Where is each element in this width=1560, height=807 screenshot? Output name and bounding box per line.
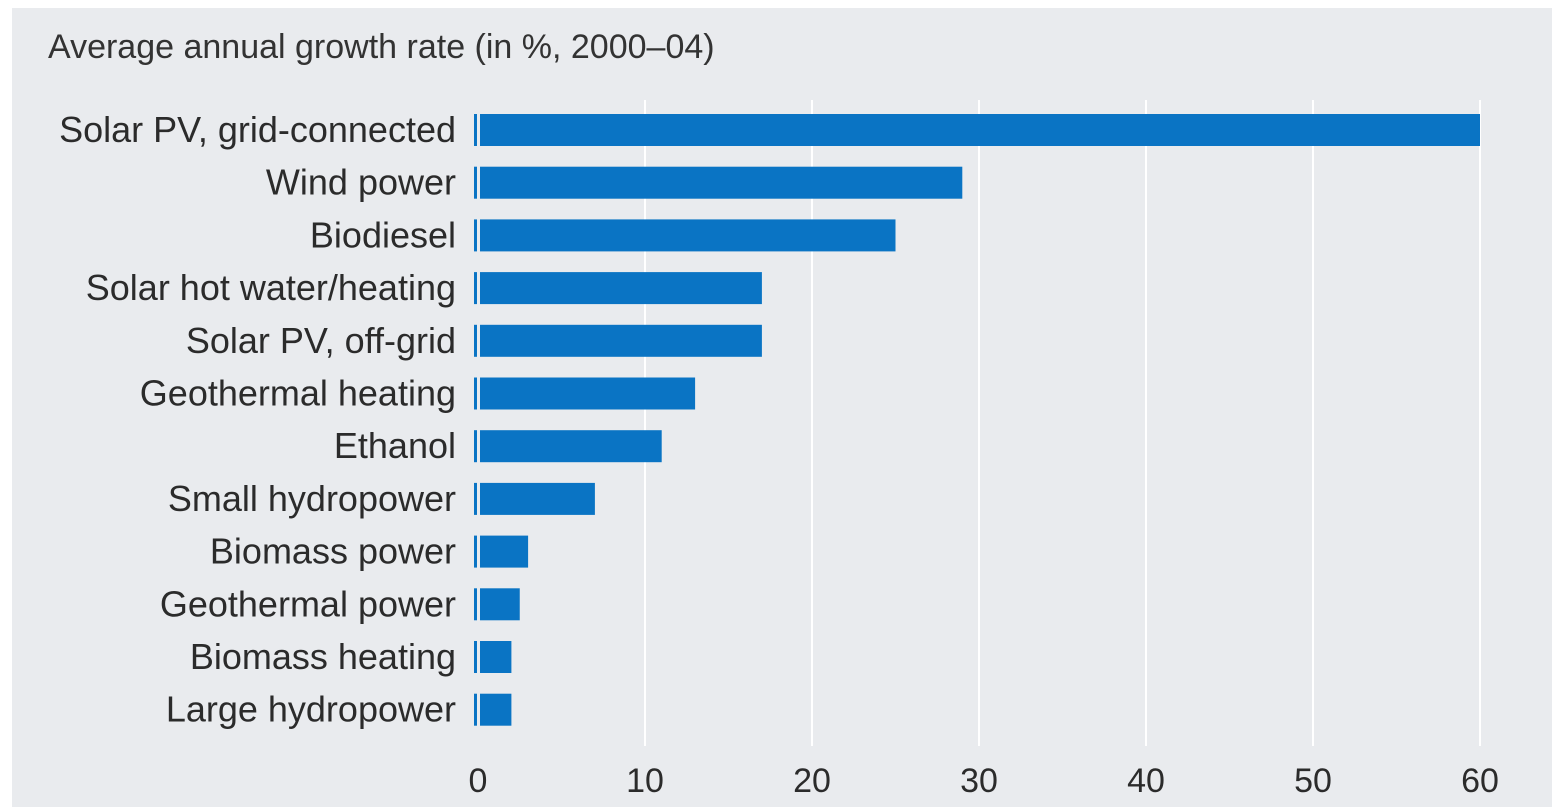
bar-base-tick [474, 272, 477, 305]
tick-label-10: 10 [626, 762, 664, 800]
tick-label-30: 30 [960, 762, 998, 800]
bar-biomass-heating [480, 641, 512, 673]
bar-large-hydropower [480, 693, 512, 726]
category-label: Biomass power [210, 531, 456, 572]
category-label: Biomass heating [190, 636, 456, 677]
tick-labels: 0 10 20 30 40 50 60 [469, 762, 1499, 800]
bars [480, 114, 1480, 726]
chart-title: Average annual growth rate (in %, 2000–0… [48, 28, 715, 66]
bar-base-tick [474, 377, 477, 410]
tick-label-0: 0 [469, 762, 488, 800]
bar-base-tick [474, 324, 477, 357]
category-label: Solar PV, grid-connected [59, 109, 456, 150]
bar-biomass-power [480, 535, 529, 568]
bar-base-tick [474, 588, 477, 621]
bar-geothermal-power [480, 588, 520, 621]
bar-solar-pv-grid-connected [480, 114, 1480, 146]
category-label: Large hydropower [166, 689, 456, 730]
bar-biodiesel [480, 219, 896, 252]
category-labels: Solar PV, grid-connected Wind power Biodie… [59, 109, 456, 730]
bar-base-tick [474, 430, 477, 463]
category-label: Solar PV, off-grid [186, 320, 456, 361]
category-label: Biodiesel [310, 214, 456, 255]
bar-solar-pv-off-grid [480, 324, 762, 357]
bar-small-hydropower [480, 482, 595, 515]
value-axis [474, 114, 477, 726]
bar-base-tick [474, 535, 477, 568]
category-label: Geothermal power [160, 583, 456, 624]
tick-label-50: 50 [1294, 762, 1332, 800]
category-label: Ethanol [334, 425, 456, 466]
tick-label-40: 40 [1127, 762, 1165, 800]
bar-ethanol [480, 430, 662, 463]
tick-label-20: 20 [793, 762, 831, 800]
tick-label-60: 60 [1461, 762, 1499, 800]
category-label: Wind power [266, 162, 456, 203]
bar-base-tick [474, 166, 477, 199]
bar-wind-power [480, 166, 963, 199]
bar-solar-hot-water-heating [480, 272, 762, 305]
bar-base-tick [474, 219, 477, 252]
bar-base-tick [474, 641, 477, 673]
category-label: Geothermal heating [140, 373, 456, 414]
gridlines [644, 100, 1481, 746]
bar-base-tick [474, 114, 477, 146]
bar-base-tick [474, 482, 477, 515]
bar-base-tick [474, 693, 477, 726]
category-label: Solar hot water/heating [86, 267, 456, 308]
bar-geothermal-heating [480, 377, 696, 410]
category-label: Small hydropower [168, 478, 456, 519]
